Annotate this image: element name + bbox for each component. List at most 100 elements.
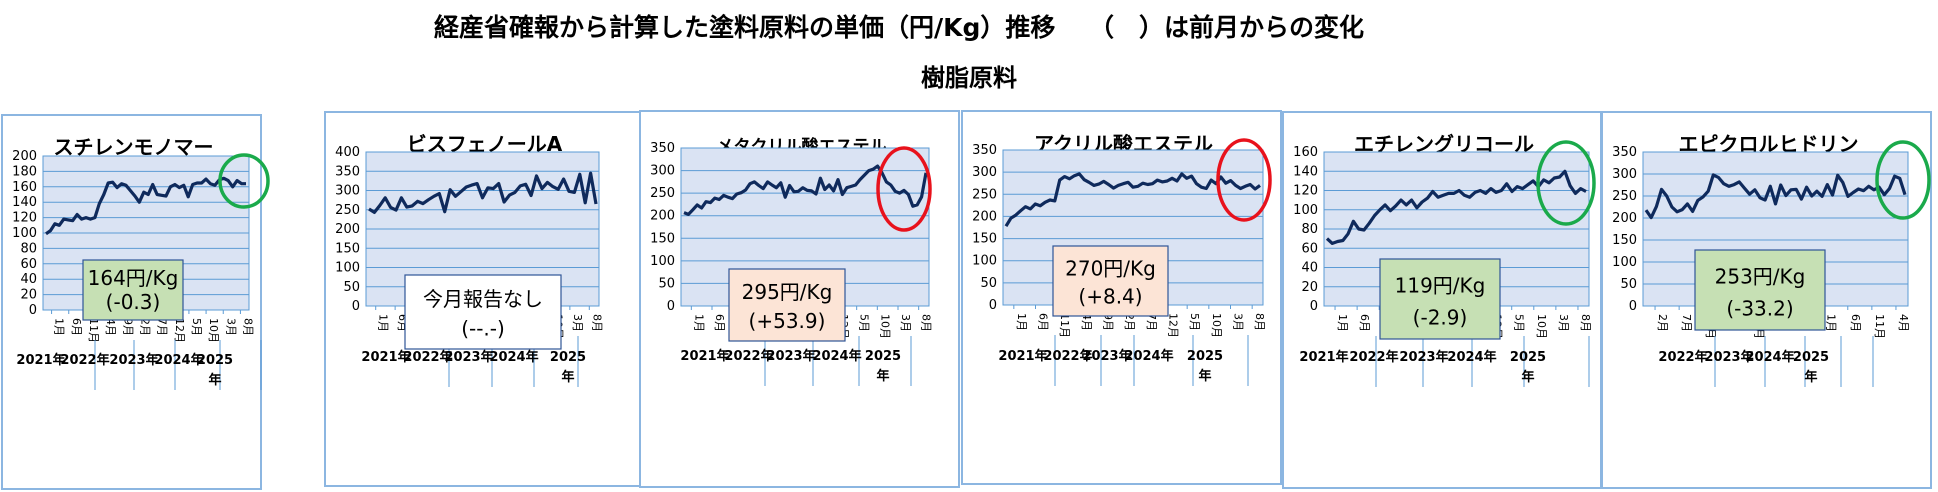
x-year-label: 2024年	[489, 349, 538, 365]
chart-svg: エピクロルヒドリン0501001502002503003502月7月12月5月1…	[1612, 132, 1931, 387]
x-year-label: 2023年	[1704, 349, 1753, 365]
x-year-label: 2025	[1793, 350, 1829, 365]
x-year-label: 2022年	[403, 349, 452, 365]
y-tick-label: 350	[650, 141, 675, 156]
highlight-circle	[1216, 138, 1272, 222]
y-tick-label: 50	[980, 276, 997, 291]
annotation-box	[1379, 258, 1501, 340]
y-tick-label: 100	[335, 261, 360, 276]
x-year-label-suffix: 年	[1521, 369, 1534, 385]
chart-panel-methacrylate: メタクリル酸エステル0501001502002503003501月6月11月4月…	[639, 110, 960, 488]
y-tick-label: 140	[1293, 164, 1318, 179]
x-month-label: 8月	[1253, 313, 1266, 331]
x-month-label: 6月	[1358, 314, 1371, 332]
x-year-label: 2021年	[998, 348, 1047, 364]
y-tick-label: 150	[972, 232, 997, 247]
y-tick-label: 0	[667, 299, 675, 314]
y-tick-label: 40	[20, 272, 37, 287]
chart-panel-epichlorohydrin: エピクロルヒドリン0501001502002503003502月7月12月5月1…	[1601, 111, 1932, 489]
y-tick-label: 20	[1301, 280, 1318, 295]
x-month-label: 10月	[878, 314, 891, 339]
series-line	[368, 171, 598, 215]
x-year-label-suffix: 年	[1804, 369, 1817, 385]
x-year-label: 2022年	[1658, 349, 1707, 365]
x-year-label: 2022年	[60, 352, 109, 368]
y-tick-label: 150	[1612, 233, 1637, 248]
annotation-change: (-2.9)	[1413, 306, 1468, 330]
highlight-circle	[218, 153, 270, 209]
chart-panel-ethylene-glycol: エチレングリコール0204060801001201401601月6月11月4月9…	[1282, 111, 1602, 489]
y-tick-label: 100	[1612, 255, 1637, 270]
highlight-circle	[1875, 140, 1931, 220]
x-year-label: 2021年	[680, 348, 729, 364]
series-line	[1325, 169, 1587, 245]
x-month-label: 6月	[1849, 314, 1862, 332]
x-month-label: 10月	[1210, 313, 1223, 338]
annotation-value: 119円/Kg	[1395, 274, 1486, 298]
x-year-label-suffix: 年	[208, 372, 221, 388]
y-tick-label: 20	[20, 288, 37, 303]
x-year-label: 2024年	[812, 348, 861, 364]
y-tick-label: 160	[12, 180, 37, 195]
x-month-label: 5月	[1188, 313, 1201, 331]
annotation-value: 270円/Kg	[1065, 256, 1156, 280]
annotation-value: 253円/Kg	[1715, 265, 1806, 289]
y-tick-label: 150	[650, 231, 675, 246]
y-tick-label: 120	[12, 211, 37, 226]
x-year-label: 2022年	[724, 348, 773, 364]
x-month-label: 12月	[1167, 313, 1180, 338]
x-month-label: 5月	[1513, 314, 1526, 332]
y-tick-label: 120	[1293, 184, 1318, 199]
x-year-label: 2024年	[154, 352, 203, 368]
x-month-label: 5月	[190, 318, 203, 336]
x-year-label: 2021年	[1299, 349, 1348, 365]
x-month-label: 3月	[899, 314, 912, 332]
y-tick-label: 60	[20, 257, 37, 272]
annotation-box	[728, 268, 846, 342]
x-year-label: 2024年	[1745, 349, 1794, 365]
x-month-label: 4月	[104, 318, 117, 336]
annotation-box	[82, 259, 184, 321]
y-tick-label: 200	[1612, 211, 1637, 226]
x-month-label: 2月	[1123, 313, 1136, 331]
x-year-label: 2025	[1187, 349, 1223, 364]
x-month-label: 11月	[1873, 314, 1886, 339]
x-year-label: 2021年	[16, 352, 65, 368]
chart-svg: メタクリル酸エステル0501001502002503003501月6月11月4月…	[650, 136, 933, 386]
x-year-label: 2024年	[1124, 348, 1173, 364]
y-tick-label: 200	[335, 222, 360, 237]
x-month-label: 3月	[1232, 313, 1245, 331]
x-month-label: 10月	[207, 318, 220, 343]
y-tick-label: 250	[972, 187, 997, 202]
annotation-change: (+53.9)	[749, 309, 826, 333]
x-year-label: 2022年	[1349, 349, 1398, 365]
x-month-label: 3月	[571, 314, 584, 332]
x-month-label: 6月	[713, 314, 726, 332]
annotation-box	[404, 274, 562, 350]
y-tick-label: 300	[335, 184, 360, 199]
series-line	[45, 176, 246, 236]
x-year-label-suffix: 年	[561, 369, 574, 385]
x-month-label: 1月	[1336, 314, 1349, 332]
annotation-change: (--.-)	[461, 317, 505, 341]
x-year-label: 2025	[550, 350, 586, 365]
x-year-label: 2023年	[444, 349, 493, 365]
y-tick-label: 300	[650, 164, 675, 179]
series-line	[683, 164, 928, 217]
x-month-label: 7月	[1145, 313, 1158, 331]
x-year-label: 2023年	[1399, 349, 1448, 365]
y-tick-label: 250	[335, 203, 360, 218]
x-year-label: 2023年	[109, 352, 158, 368]
x-year-label: 2025	[865, 349, 901, 364]
x-month-label: 5月	[858, 314, 871, 332]
series-line	[1644, 173, 1907, 220]
page-title: 経産省確報から計算した塗料原料の単価（円/Kg）推移 （ ）は前月からの変化	[433, 13, 1365, 42]
y-tick-label: 80	[20, 241, 37, 256]
chart-svg: エチレングリコール0204060801001201401601月6月11月4月9…	[1293, 132, 1596, 387]
y-tick-label: 150	[335, 241, 360, 256]
y-tick-label: 80	[1301, 222, 1318, 237]
y-tick-label: 100	[972, 254, 997, 269]
x-month-label: 6月	[70, 318, 83, 336]
